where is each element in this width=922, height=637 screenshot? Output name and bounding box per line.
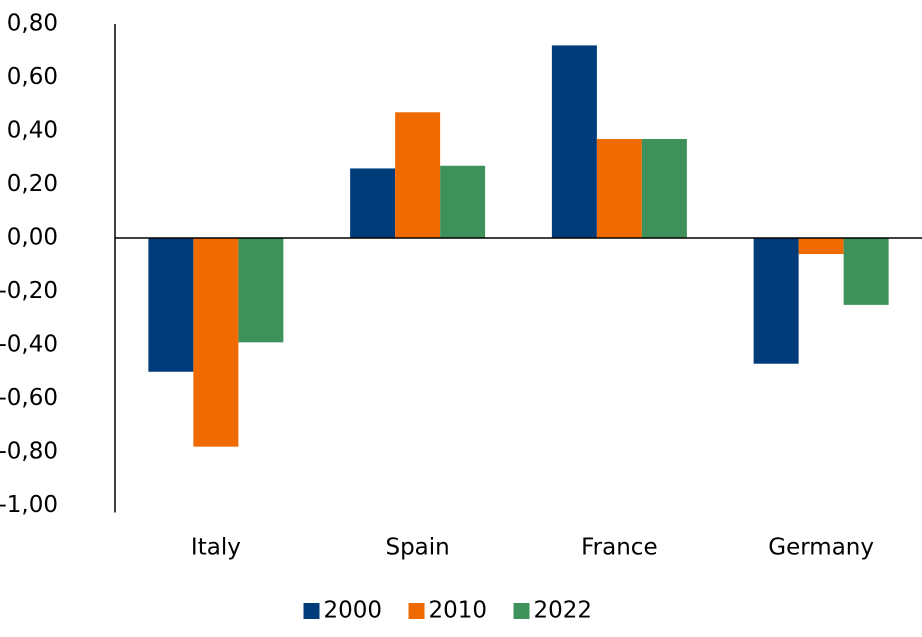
- y-tick-label: 0,80: [7, 11, 58, 37]
- legend-swatch: [303, 603, 320, 619]
- legend-label: 2010: [429, 598, 488, 624]
- x-tick-label: France: [581, 535, 657, 561]
- bar: [350, 168, 396, 238]
- x-tick-label: Spain: [385, 535, 449, 561]
- y-tick-label: 0,00: [7, 225, 58, 251]
- y-tick-label: -1,00: [0, 492, 58, 518]
- y-tick-label: -0,60: [0, 385, 58, 411]
- legend-swatch: [513, 603, 530, 619]
- y-tick-label: -0,20: [0, 278, 58, 304]
- bar: [148, 238, 194, 372]
- y-tick-label: -0,40: [0, 332, 58, 358]
- bar: [238, 238, 284, 343]
- bar: [843, 238, 889, 305]
- bar: [596, 139, 642, 238]
- bar: [440, 165, 486, 238]
- legend-label: 2022: [534, 598, 593, 624]
- x-tick-label: Germany: [768, 535, 874, 561]
- bar: [798, 238, 844, 255]
- y-tick-label: 0,20: [7, 171, 58, 197]
- legend-swatch: [408, 603, 425, 619]
- bar: [193, 238, 239, 447]
- bar: [551, 45, 597, 239]
- y-tick-label: -0,80: [0, 439, 58, 465]
- y-tick-label: 0,60: [7, 64, 58, 90]
- legend-label: 2000: [324, 598, 383, 624]
- x-tick-label: Italy: [191, 535, 241, 561]
- bar: [753, 238, 799, 364]
- y-tick-label: 0,40: [7, 118, 58, 144]
- bar: [641, 139, 687, 238]
- bar: [395, 112, 441, 238]
